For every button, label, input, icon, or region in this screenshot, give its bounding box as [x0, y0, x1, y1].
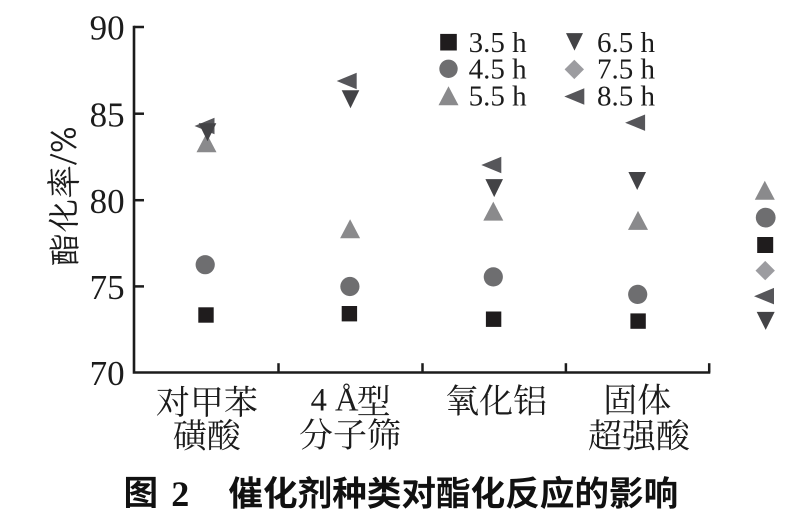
- svg-text:6.5 h: 6.5 h: [597, 27, 656, 59]
- svg-text:5.5 h: 5.5 h: [469, 80, 527, 112]
- svg-text:85: 85: [90, 95, 125, 134]
- svg-text:4.5 h: 4.5 h: [469, 54, 527, 86]
- svg-text:90: 90: [90, 9, 125, 48]
- svg-text:8.5 h: 8.5 h: [597, 80, 656, 112]
- svg-text:70: 70: [90, 354, 125, 393]
- svg-text:4 Å: 4 Å: [311, 382, 359, 418]
- svg-text:2: 2: [171, 474, 189, 514]
- svg-text:80: 80: [90, 182, 125, 221]
- svg-text:7.5 h: 7.5 h: [597, 54, 656, 86]
- svg-text:75: 75: [90, 268, 125, 307]
- svg-text:3.5 h: 3.5 h: [469, 27, 527, 59]
